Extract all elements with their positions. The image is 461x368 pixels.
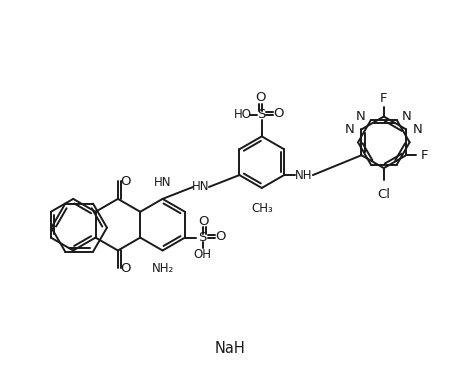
Text: S: S	[199, 231, 207, 244]
Text: O: O	[273, 107, 284, 120]
Text: O: O	[121, 262, 131, 275]
Text: NH: NH	[295, 169, 313, 181]
Text: O: O	[255, 91, 266, 104]
Text: NH₂: NH₂	[152, 262, 174, 275]
Text: O: O	[215, 230, 226, 243]
Text: CH₃: CH₃	[251, 202, 272, 215]
Text: F: F	[380, 92, 388, 105]
Text: N: N	[402, 110, 412, 124]
Text: HN: HN	[154, 176, 171, 189]
Text: OH: OH	[194, 248, 212, 261]
Text: N: N	[345, 123, 355, 136]
Text: O: O	[121, 174, 131, 188]
Text: NaH: NaH	[215, 341, 245, 356]
Text: S: S	[258, 108, 266, 121]
Text: N: N	[356, 110, 366, 124]
Text: F: F	[420, 149, 428, 162]
Text: Cl: Cl	[378, 188, 390, 201]
Text: N: N	[413, 123, 423, 136]
Text: HN: HN	[192, 180, 210, 194]
Text: HO: HO	[234, 108, 252, 121]
Text: O: O	[199, 215, 209, 228]
